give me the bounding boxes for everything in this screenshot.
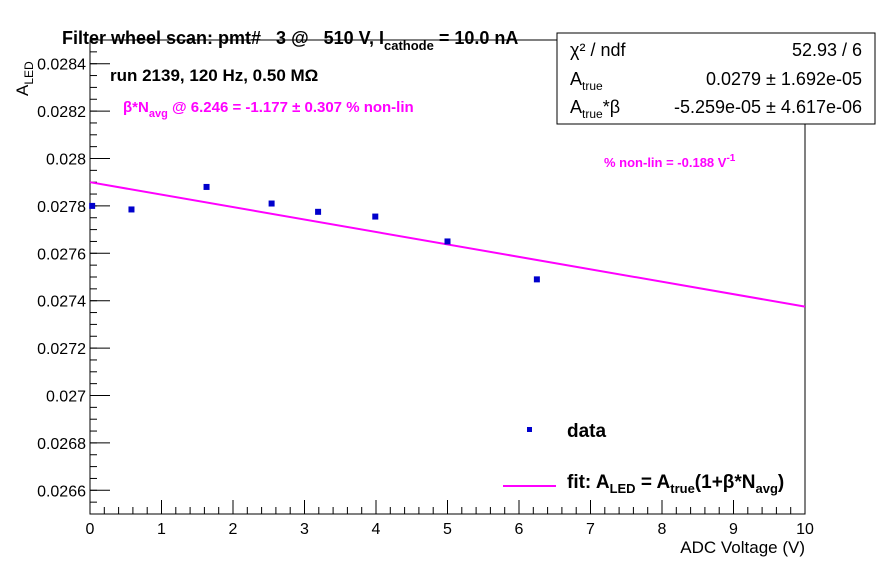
x-tick-label: 7 (586, 521, 595, 538)
y-tick-label: 0.0284 (37, 57, 86, 74)
data-point (89, 202, 96, 209)
stats-row3-value: -5.259e-05 ± 4.617e-06 (674, 97, 862, 117)
stats-row3-label: Atrue*β (570, 97, 620, 121)
nonlin-annotation: β*Navg @ 6.246 = -1.177 ± 0.307 % non-li… (123, 99, 414, 120)
legend-fit-label: fit: ALED = Atrue(1+β*Navg) (567, 472, 784, 496)
legend-data-marker (527, 427, 532, 432)
nonlin-rest: @ 6.246 = -1.177 ± 0.307 % non-lin (168, 99, 414, 116)
y-tick-label: 0.028 (46, 152, 86, 169)
legend-data-label: data (567, 421, 607, 442)
stats-row1-label: χ² / ndf (570, 40, 626, 60)
x-tick-label: 5 (443, 521, 452, 538)
legend: data fit: ALED = Atrue(1+β*Navg) (503, 421, 784, 496)
x-tick-label: 9 (729, 521, 738, 538)
x-tick-label: 10 (796, 521, 814, 538)
x-tick-label: 4 (372, 521, 381, 538)
stats-frame (556, 32, 876, 125)
stats-row1-value: 52.93 / 6 (792, 40, 862, 60)
legend-fit-sub3: avg (756, 481, 778, 496)
x-tick-label: 6 (515, 521, 524, 538)
legend-fit-end: ) (778, 472, 784, 493)
x-tick-label: 0 (86, 521, 95, 538)
slope-sup: -1 (726, 153, 735, 164)
data-point (315, 208, 322, 215)
slope-annotation: % non-lin = -0.188 V-1 (604, 153, 736, 170)
stats-row2-value: 0.0279 ± 1.692e-05 (706, 69, 862, 89)
legend-fit-sub2: true (670, 481, 695, 496)
stats-box: χ² / ndf 52.93 / 6 Atrue 0.0279 ± 1.692e… (556, 32, 876, 125)
chart-title: Filter wheel scan: pmt# 3 @ 510 V, Icath… (62, 28, 518, 53)
stats-row2-label: Atrue (570, 69, 603, 93)
legend-fit-mid2: (1+β*N (695, 472, 756, 493)
y-tick-label: 0.0278 (37, 199, 86, 216)
chart-title-sub: cathode (384, 38, 434, 53)
stats-row3-main: A (570, 97, 582, 117)
data-point (128, 206, 135, 213)
y-axis: 0.0266 0.0268 0.027 0.0272 0.0274 0.0276 0.027… (37, 51, 110, 515)
x-tick-label: 8 (658, 521, 667, 538)
nonlin-beta: β*N (123, 99, 149, 116)
x-tick-label: 1 (157, 521, 166, 538)
stats-row2-main: A (570, 69, 582, 89)
stats-row3-suffix: *β (603, 97, 620, 117)
nonlin-sub: avg (149, 108, 168, 120)
x-tick-label: 2 (229, 521, 238, 538)
run-info: run 2139, 120 Hz, 0.50 MΩ (110, 66, 318, 85)
y-tick-label: 0.0268 (37, 436, 86, 453)
y-tick-label: 0.0272 (37, 341, 86, 358)
y-tick-label: 0.0274 (37, 294, 86, 311)
legend-fit-mid: = A (636, 472, 671, 493)
data-point (444, 238, 451, 245)
x-tick-label: 3 (300, 521, 309, 538)
x-axis-title: ADC Voltage (V) (680, 538, 805, 557)
y-tick-label: 0.0276 (37, 246, 86, 263)
stats-row2-sub: true (582, 79, 603, 93)
y-axis-title: ALED (13, 61, 36, 96)
chart-title-prefix: Filter wheel scan: pmt# 3 @ 510 V, I (62, 28, 384, 48)
data-point (372, 213, 379, 220)
slope-text: % non-lin = -0.188 V (604, 155, 727, 170)
stats-row3-sub: true (582, 107, 603, 121)
data-layer (89, 183, 540, 283)
x-axis: 0 1 2 3 4 5 6 7 8 9 10 (86, 500, 814, 538)
data-point (533, 276, 540, 283)
y-axis-title-sub: LED (22, 61, 36, 85)
chart-title-suffix: = 10.0 nA (434, 28, 519, 48)
y-tick-label: 0.027 (46, 389, 86, 406)
legend-fit-sub1: LED (610, 481, 636, 496)
data-point (203, 183, 210, 190)
y-axis-title-main: A (13, 84, 32, 96)
legend-fit-prefix: fit: A (567, 472, 610, 493)
data-point (268, 200, 275, 207)
y-tick-label: 0.0266 (37, 483, 86, 500)
y-tick-label: 0.0282 (37, 104, 86, 121)
